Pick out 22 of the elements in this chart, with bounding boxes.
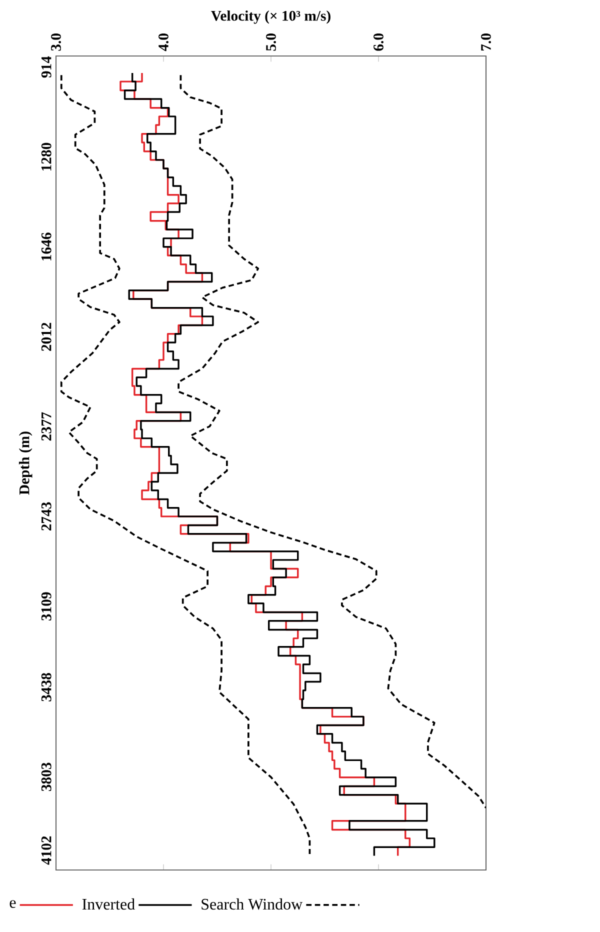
x-tick-label: 5.0 [266, 34, 276, 51]
y-tick-label: 3438 [41, 673, 52, 702]
y-tick-label: 1646 [41, 232, 52, 260]
legend-label: Inverted [82, 898, 135, 910]
line-series [60, 74, 311, 855]
y-tick-label: 2377 [41, 412, 52, 441]
y-tick-label: 914 [41, 56, 52, 78]
y-tick-label: 2012 [41, 322, 52, 351]
x-tick-label: 6.0 [374, 34, 384, 51]
x-axis-title: Velocity (× 10³ m/s) [211, 10, 330, 24]
y-tick-label: 4102 [41, 836, 52, 865]
x-tick-label: 3.0 [51, 34, 61, 51]
y-tick-label: 3803 [41, 762, 52, 792]
legend-label: Search Window [202, 898, 303, 910]
legend-label: e [10, 900, 16, 908]
y-tick-label: 3109 [41, 592, 52, 620]
y-axis-title: Depth (m) [18, 432, 32, 495]
line-series [178, 74, 486, 809]
x-tick-label: 7.0 [481, 34, 491, 50]
y-tick-label: 2743 [41, 502, 52, 531]
x-tick-label: 4.0 [158, 34, 168, 52]
y-tick-label: 1280 [41, 142, 52, 170]
